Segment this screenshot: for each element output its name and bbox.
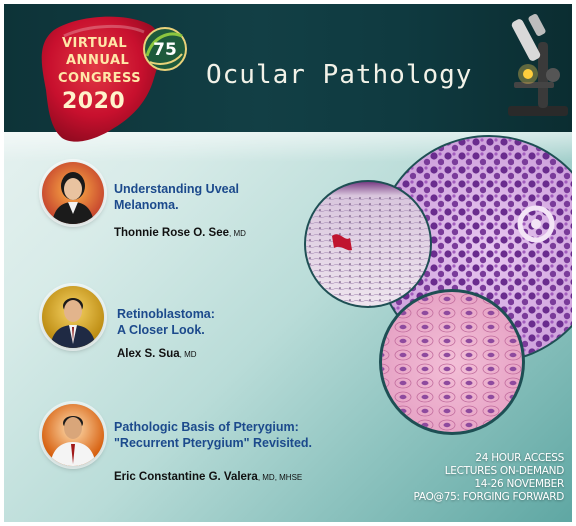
speaker-name-2-text: Alex S. Sua xyxy=(117,348,180,360)
talk-title-2-line-1: Retinoblastoma: xyxy=(117,307,215,321)
speaker-photo-1 xyxy=(42,162,104,224)
pao-75-emblem-icon: 75 xyxy=(143,27,187,71)
logo-year: 2020 xyxy=(62,89,126,114)
event-access-info: 24 HOUR ACCESS LECTURES ON-DEMAND 14-26 … xyxy=(413,452,565,504)
info-line-access: 24 HOUR ACCESS xyxy=(475,452,564,464)
logo-line-annual: ANNUAL xyxy=(66,53,130,68)
logo-line-virtual: VIRTUAL xyxy=(62,36,128,51)
speaker-name-1: Thonnie Rose O. See, MD xyxy=(114,227,246,239)
emblem-number: 75 xyxy=(153,40,177,60)
speaker-name-3-text: Eric Constantine G. Valera xyxy=(114,471,258,483)
speaker-name-1-text: Thonnie Rose O. See xyxy=(114,227,230,239)
histology-micrographs xyxy=(304,135,572,435)
logo-line-congress: CONGRESS xyxy=(58,71,142,86)
talk-title-3-line-1: Pathologic Basis of Pterygium: xyxy=(114,420,299,434)
speaker-credentials-3: , MD, MHSE xyxy=(257,473,303,482)
speaker-credentials-1: , MD xyxy=(229,229,246,238)
info-line-tagline: PAO@75: FORGING FORWARD xyxy=(413,491,565,503)
speaker-photo-3 xyxy=(42,404,104,466)
speaker-photo-2 xyxy=(42,286,104,348)
page-title: Ocular Pathology xyxy=(206,60,473,90)
speaker-name-3: Eric Constantine G. Valera, MD, MHSE xyxy=(114,471,302,483)
talk-title-2-line-2: A Closer Look. xyxy=(117,323,205,337)
congress-logo-blob xyxy=(41,16,160,142)
talk-title-1-line-1: Understanding Uveal xyxy=(114,182,240,196)
microscope-icon xyxy=(508,13,568,116)
info-line-dates: 14-26 NOVEMBER xyxy=(474,478,564,490)
speaker-name-2: Alex S. Sua, MD xyxy=(117,348,197,360)
event-banner: VIRTUAL ANNUAL CONGRESS 2020 75 Ocular P… xyxy=(4,4,572,522)
info-line-lectures: LECTURES ON-DEMAND xyxy=(444,465,565,477)
talk-title-3-line-2: "Recurrent Pterygium" Revisited. xyxy=(114,436,313,450)
speaker-credentials-2: , MD xyxy=(179,350,197,359)
talk-title-1-line-2: Melanoma. xyxy=(114,198,179,212)
